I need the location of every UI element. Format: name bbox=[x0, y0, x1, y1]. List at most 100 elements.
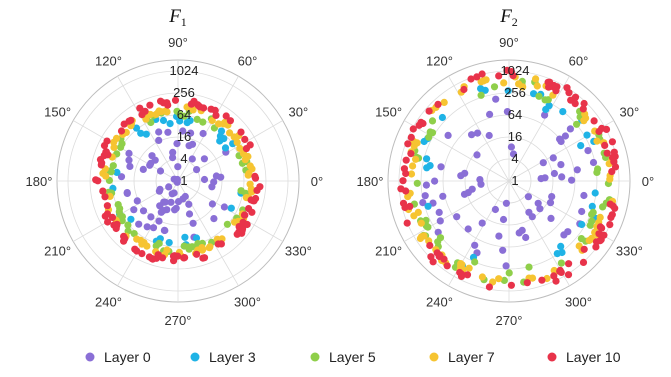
radial-tick-label: 256 bbox=[504, 85, 526, 100]
point-layer-3 bbox=[578, 220, 586, 229]
point-layer-0 bbox=[507, 143, 515, 151]
point-layer-7 bbox=[596, 213, 604, 221]
point-layer-10 bbox=[108, 213, 117, 221]
point-layer-0 bbox=[217, 173, 225, 181]
point-layer-7 bbox=[440, 98, 448, 106]
point-layer-5 bbox=[155, 239, 163, 247]
angular-gridline bbox=[117, 180, 179, 286]
point-layer-5 bbox=[130, 230, 138, 238]
point-layer-3 bbox=[216, 132, 224, 140]
point-layer-10 bbox=[131, 245, 139, 253]
point-layer-0 bbox=[541, 111, 549, 119]
point-layer-3 bbox=[481, 86, 489, 94]
point-layer-0 bbox=[471, 241, 479, 249]
point-layer-0 bbox=[485, 131, 493, 140]
point-layer-7 bbox=[110, 143, 118, 151]
point-layer-10 bbox=[571, 100, 579, 108]
point-layer-10 bbox=[425, 107, 433, 115]
point-layer-10 bbox=[193, 250, 201, 258]
point-layer-7 bbox=[478, 273, 486, 281]
point-layer-10 bbox=[174, 252, 182, 260]
point-layer-5 bbox=[109, 162, 117, 170]
point-layer-0 bbox=[419, 199, 427, 207]
point-layer-7 bbox=[231, 218, 239, 226]
legend-label: Layer 10 bbox=[566, 349, 621, 365]
point-layer-0 bbox=[155, 128, 163, 136]
point-layer-0 bbox=[499, 215, 508, 224]
polar-chart-f2: F2 1 4 16 64 256 1024 0° 30° 60° 90° 120° 150° 180° 21… bbox=[357, 6, 655, 328]
point-layer-0 bbox=[550, 169, 559, 178]
chart-title: F1 bbox=[168, 6, 187, 29]
point-layer-3 bbox=[542, 105, 550, 114]
point-layer-10 bbox=[127, 116, 135, 124]
point-layer-10 bbox=[523, 279, 531, 287]
point-layer-5 bbox=[471, 258, 479, 266]
point-layer-5 bbox=[573, 120, 581, 128]
point-layer-3 bbox=[113, 168, 121, 176]
point-layer-3 bbox=[159, 116, 168, 125]
point-layer-5 bbox=[557, 259, 566, 267]
point-layer-7 bbox=[533, 82, 541, 90]
angle-tick-label: 60° bbox=[238, 54, 258, 69]
point-layer-10 bbox=[592, 243, 600, 251]
point-layer-0 bbox=[123, 189, 131, 197]
point-layer-0 bbox=[468, 185, 476, 193]
legend-label: Layer 7 bbox=[448, 349, 495, 365]
point-layer-7 bbox=[416, 234, 424, 243]
angle-tick-label: 0° bbox=[642, 174, 654, 189]
point-layer-0 bbox=[477, 180, 485, 188]
point-layer-5 bbox=[525, 263, 533, 271]
point-layer-0 bbox=[210, 178, 218, 186]
point-layer-0 bbox=[557, 137, 565, 146]
point-layer-10 bbox=[402, 156, 410, 164]
point-layer-10 bbox=[603, 149, 611, 157]
radial-tick-label: 16 bbox=[177, 129, 191, 144]
point-layer-3 bbox=[583, 131, 591, 139]
point-layer-7 bbox=[515, 80, 523, 88]
point-layer-10 bbox=[580, 245, 588, 253]
point-layer-10 bbox=[163, 99, 171, 107]
angle-tick-label: 300° bbox=[234, 294, 261, 309]
point-layer-0 bbox=[522, 233, 530, 242]
point-layer-5 bbox=[541, 96, 549, 104]
point-layer-3 bbox=[559, 108, 567, 116]
angle-tick-label: 0° bbox=[311, 174, 323, 189]
point-layer-0 bbox=[185, 200, 193, 208]
point-layer-5 bbox=[413, 179, 421, 187]
point-layer-0 bbox=[164, 128, 172, 136]
point-layer-3 bbox=[557, 242, 565, 250]
point-layer-3 bbox=[591, 189, 599, 197]
radial-tick-label: 256 bbox=[173, 85, 195, 100]
angle-tick-label: 150° bbox=[375, 105, 402, 120]
point-layer-5 bbox=[535, 92, 543, 100]
point-layer-0 bbox=[117, 173, 126, 181]
point-layer-0 bbox=[139, 207, 148, 215]
point-layer-0 bbox=[580, 191, 588, 200]
legend-item: Layer 0 bbox=[85, 349, 151, 365]
point-layer-10 bbox=[607, 213, 615, 221]
point-layer-3 bbox=[227, 204, 235, 212]
point-layer-0 bbox=[125, 149, 133, 157]
point-layer-3 bbox=[424, 202, 432, 210]
point-layer-0 bbox=[534, 199, 542, 207]
point-layer-10 bbox=[473, 73, 481, 81]
point-layer-0 bbox=[546, 199, 555, 207]
point-layer-0 bbox=[167, 198, 175, 206]
angle-tick-label: 330° bbox=[616, 244, 643, 259]
angle-tick-label: 150° bbox=[44, 105, 71, 120]
point-layer-10 bbox=[103, 202, 111, 210]
point-layer-0 bbox=[126, 162, 134, 170]
data-points bbox=[92, 96, 264, 265]
point-layer-0 bbox=[189, 219, 197, 227]
point-layer-5 bbox=[199, 118, 207, 126]
point-layer-3 bbox=[142, 130, 150, 138]
point-layer-0 bbox=[434, 228, 442, 236]
point-layer-3 bbox=[504, 87, 512, 95]
point-layer-0 bbox=[536, 205, 544, 213]
point-layer-0 bbox=[439, 192, 447, 200]
point-layer-10 bbox=[226, 117, 234, 125]
point-layer-10 bbox=[101, 193, 109, 201]
point-layer-0 bbox=[502, 199, 510, 207]
legend-item: Layer 10 bbox=[547, 349, 621, 365]
point-layer-10 bbox=[443, 262, 451, 270]
